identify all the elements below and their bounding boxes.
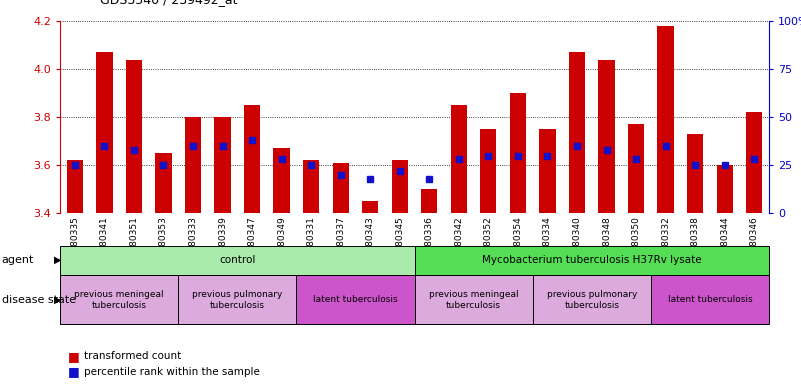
Text: control: control xyxy=(219,255,256,265)
Bar xyxy=(451,105,467,213)
Bar xyxy=(126,60,142,213)
Bar xyxy=(509,93,526,213)
Bar xyxy=(481,129,497,213)
Text: previous pulmonary
tuberculosis: previous pulmonary tuberculosis xyxy=(192,290,283,310)
Bar xyxy=(598,60,614,213)
Text: Mycobacterium tuberculosis H37Rv lysate: Mycobacterium tuberculosis H37Rv lysate xyxy=(482,255,702,265)
Bar xyxy=(392,161,408,213)
Bar xyxy=(362,201,378,213)
Text: latent tuberculosis: latent tuberculosis xyxy=(313,295,398,305)
Text: latent tuberculosis: latent tuberculosis xyxy=(667,295,752,305)
Bar xyxy=(303,161,320,213)
Text: disease state: disease state xyxy=(2,295,76,305)
Bar xyxy=(96,52,112,213)
Text: transformed count: transformed count xyxy=(84,351,181,361)
Text: previous meningeal
tuberculosis: previous meningeal tuberculosis xyxy=(429,290,518,310)
Bar xyxy=(539,129,556,213)
Bar xyxy=(628,124,644,213)
Bar xyxy=(687,134,703,213)
Bar xyxy=(658,26,674,213)
Text: ▶: ▶ xyxy=(54,295,62,305)
Bar xyxy=(244,105,260,213)
Text: previous meningeal
tuberculosis: previous meningeal tuberculosis xyxy=(74,290,164,310)
Text: ■: ■ xyxy=(68,365,80,378)
Text: ■: ■ xyxy=(68,350,80,363)
Bar xyxy=(746,113,763,213)
Bar xyxy=(717,165,733,213)
Bar xyxy=(155,153,171,213)
Bar xyxy=(215,117,231,213)
Bar xyxy=(273,148,290,213)
Text: percentile rank within the sample: percentile rank within the sample xyxy=(84,367,260,377)
Bar xyxy=(569,52,585,213)
Text: previous pulmonary
tuberculosis: previous pulmonary tuberculosis xyxy=(546,290,637,310)
Text: GDS3540 / 239492_at: GDS3540 / 239492_at xyxy=(100,0,238,6)
Bar xyxy=(66,161,83,213)
Bar xyxy=(421,189,437,213)
Bar xyxy=(185,117,201,213)
Text: agent: agent xyxy=(2,255,34,265)
Text: ▶: ▶ xyxy=(54,255,62,265)
Bar xyxy=(332,163,348,213)
